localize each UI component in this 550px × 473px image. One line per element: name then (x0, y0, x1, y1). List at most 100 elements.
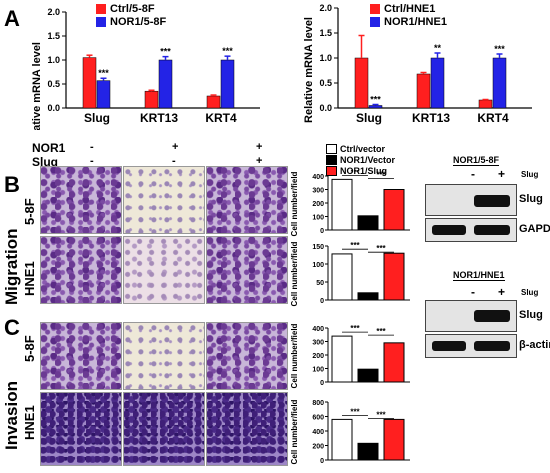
micrograph-migration-hne1-slug (206, 236, 288, 304)
bar (368, 105, 383, 109)
micrograph-invasion-5-8f-nor1 (123, 322, 205, 390)
wb-membrane-gapdh (425, 218, 517, 242)
wb-membrane-slug (425, 300, 517, 332)
y-tick-label: 0 (320, 458, 324, 465)
chart-a1-ylabel: Relative mRNA level (31, 42, 43, 130)
bar (383, 418, 405, 461)
micrograph-migration-5-8f-ctrl (40, 166, 122, 234)
legend-swatch-red (326, 165, 337, 176)
legend-item: NOR1/Vector (326, 154, 395, 165)
migration-label: Migration (2, 228, 21, 306)
wb-slug-label: Slug (521, 288, 539, 297)
legend-label: NOR1/Slug (340, 165, 388, 176)
legend-swatch-black (326, 154, 337, 165)
wb-band-label: β-actin (519, 339, 550, 351)
legend-item: NOR1/5-8F (96, 15, 166, 28)
legend-swatch-red (96, 3, 106, 14)
y-tick-label: 800 (312, 400, 324, 407)
bar (383, 342, 405, 383)
significance-label: ** (434, 43, 442, 53)
bar (357, 215, 379, 231)
wb-band (474, 341, 510, 351)
legend-item: NOR1/HNE1 (370, 15, 447, 28)
micrograph-invasion-5-8f-ctrl (40, 322, 122, 390)
bar (206, 95, 221, 109)
y-tick-label: 0.5 (319, 78, 332, 88)
significance-label: *** (370, 95, 381, 105)
legend-swatch-blue (96, 16, 106, 27)
bar (331, 253, 353, 301)
row-label-hne1-inv: HNE1 (22, 405, 37, 440)
legend-item: Ctrl/HNE1 (370, 2, 447, 15)
wb-minus: - (471, 285, 475, 299)
x-tick-label: KRT4 (205, 111, 237, 125)
significance-label: *** (376, 410, 386, 419)
wb-title: NOR1/HNE1 (453, 270, 505, 281)
chart-ylabel: Cell number/field (290, 399, 299, 464)
legend-label: NOR1/Vector (340, 154, 396, 165)
legend-item: NOR1/Slug (326, 165, 395, 176)
x-tick-label: Slug (84, 111, 110, 125)
x-tick-label: KRT13 (140, 111, 178, 125)
y-tick-label: 200 (312, 353, 324, 360)
nor1-label: NOR1 (32, 141, 66, 155)
panel-label-a: A (4, 6, 20, 31)
legend-label: Ctrl/HNE1 (384, 2, 436, 15)
micrograph-migration-5-8f-nor1 (123, 166, 205, 234)
invasion-label: Invasion (2, 381, 21, 450)
wb-plus: + (498, 285, 506, 299)
wb-band (432, 341, 466, 351)
chart-a1-svg: Relative mRNA level 0.0 0.5 1.0 1.5 2.0 *** Sl… (31, 7, 260, 148)
bar (430, 57, 445, 109)
significance-label: *** (376, 170, 386, 179)
chart-a2-svg: Relative mRNA level 0.0 0.5 1.0 1.5 2.0 *** Sl… (303, 3, 532, 125)
chart-b-migration-hne1: Cell number/field 0 50 100 150 *** *** (288, 240, 414, 313)
y-tick-label: 400 (312, 429, 324, 436)
chart-c-invasion-5-8f: Cell number/field 0 100 200 300 400 *** *** (288, 322, 414, 395)
y-tick-label: 1.5 (319, 28, 332, 38)
significance-label: *** (350, 170, 360, 176)
bar (331, 178, 353, 231)
row-label-hne1: HNE1 (22, 261, 37, 296)
y-tick-label: 200 (312, 444, 324, 451)
y-tick-label: 0.5 (47, 79, 60, 89)
chart-a2-legend: Ctrl/HNE1 NOR1/HNE1 (370, 2, 447, 28)
wb-title: NOR1/5-8F (453, 155, 500, 166)
wb-band (432, 225, 466, 235)
wb-band-label: Slug (519, 193, 543, 205)
nor1-sign-3: + (256, 141, 263, 153)
legend-label: Ctrl/vector (340, 143, 386, 154)
y-tick-label: 300 (312, 340, 324, 347)
nor1-sign-1: - (90, 141, 94, 153)
legend-label: NOR1/HNE1 (384, 15, 447, 28)
panel-label-c: C (4, 315, 20, 340)
legend-label: Ctrl/5-8F (110, 2, 155, 15)
chart-svg: Cell number/field 0 50 100 150 *** *** (290, 241, 410, 306)
y-tick-label: 400 (312, 326, 324, 333)
bar (416, 73, 431, 109)
wb-band (474, 195, 510, 207)
slug-label: Slug (32, 155, 58, 169)
micrograph-migration-hne1-ctrl (40, 236, 122, 304)
chart-b-migration-5-8f: Cell number/field 0 100 200 300 400 *** *** (288, 167, 414, 243)
significance-label: *** (376, 244, 386, 253)
bar (357, 442, 379, 461)
bar (331, 335, 353, 383)
bar (478, 99, 493, 109)
chart-a1: Relative mRNA level 0.0 0.5 1.0 1.5 2.0 *** Sl… (30, 0, 270, 148)
wb-band-label: Slug (519, 309, 543, 321)
legend-swatch-blue (370, 16, 380, 27)
bc-legend: Ctrl/vector NOR1/Vector NOR1/Slug (326, 143, 395, 176)
significance-label: *** (160, 47, 171, 57)
significance-label: *** (350, 324, 360, 333)
x-tick-label: KRT4 (477, 111, 509, 125)
chart-ylabel: Cell number/field (290, 241, 299, 306)
chart-a2-ylabel: Relative mRNA level (303, 17, 315, 123)
bar (383, 189, 405, 231)
y-tick-label: 0 (320, 380, 324, 387)
y-tick-label: 100 (312, 215, 324, 222)
y-tick-label: 2.0 (319, 3, 332, 13)
row-label-5-8f: 5-8F (22, 198, 37, 225)
bar (158, 59, 173, 109)
y-tick-label: 1.0 (319, 53, 332, 63)
